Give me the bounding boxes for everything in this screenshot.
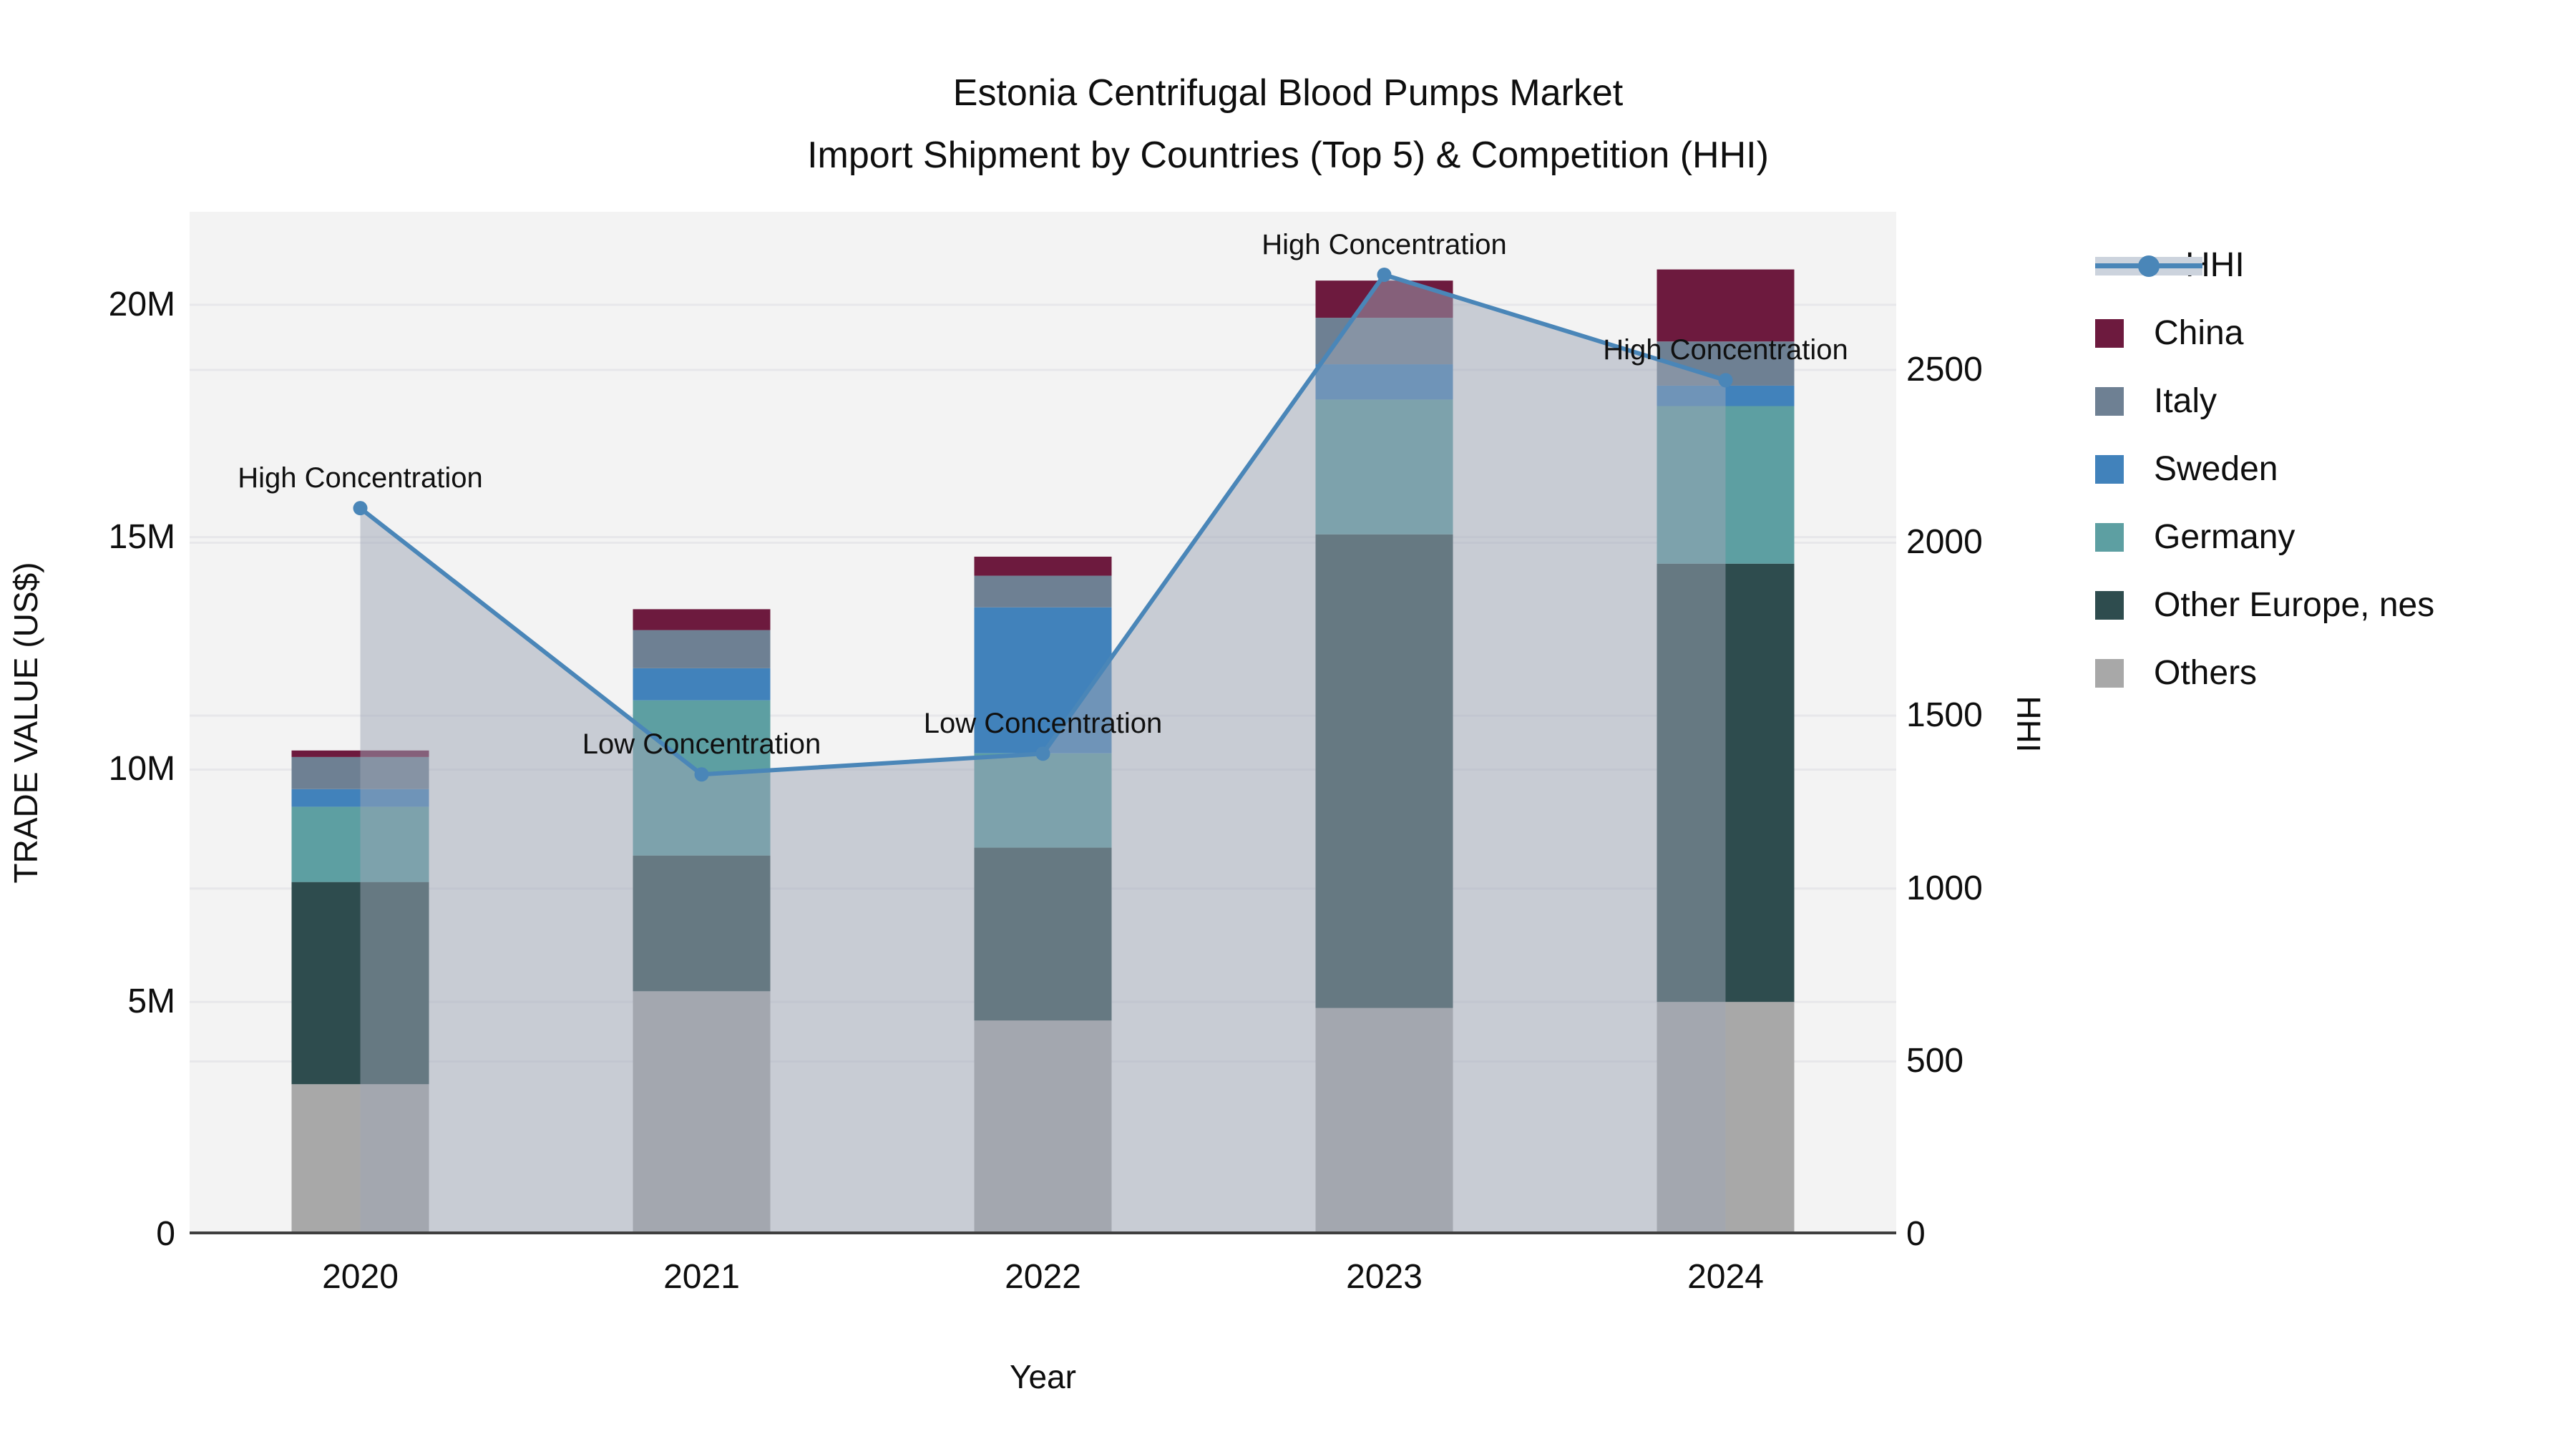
annotation-2021: Low Concentration — [582, 728, 821, 761]
y-right-tick-label: 0 — [1906, 1215, 1926, 1253]
bar-segment-sweden-2021[interactable] — [633, 668, 771, 701]
legend-item-other-europe-nes[interactable]: Other Europe, nes — [2095, 571, 2434, 639]
legend-item-sweden[interactable]: Sweden — [2095, 435, 2434, 503]
annotation-2023: High Concentration — [1262, 228, 1507, 260]
legend-item-italy[interactable]: Italy — [2095, 367, 2434, 435]
chart-title-line2: Import Shipment by Countries (Top 5) & C… — [807, 135, 1769, 176]
x-tick-label: 2020 — [322, 1258, 399, 1296]
y-left-tick-label: 20M — [108, 285, 175, 323]
chart-canvas — [190, 267, 1896, 1234]
legend: HHI China Italy Sweden Germany Other Europe, … — [2095, 231, 2434, 707]
legend-swatch-icon — [2095, 386, 2124, 416]
y-left-tick-label: 15M — [108, 517, 175, 556]
legend-label: Italy — [2154, 381, 2218, 420]
bar-segment-italy-2022[interactable] — [974, 575, 1112, 608]
legend-label: Sweden — [2154, 449, 2278, 488]
bar-segment-china-2024[interactable] — [1657, 269, 1795, 342]
chart-title-line1: Estonia Centrifugal Blood Pumps Market — [952, 72, 1624, 114]
legend-swatch-icon — [2095, 454, 2124, 484]
y-left-tick-label: 10M — [108, 750, 175, 789]
hhi-line-swatch-icon — [2095, 251, 2202, 280]
y-right-tick-label: 2000 — [1906, 523, 1983, 562]
legend-swatch-icon — [2095, 318, 2124, 348]
bar-segment-italy-2021[interactable] — [633, 630, 771, 668]
legend-swatch-icon — [2095, 658, 2124, 688]
hhi-marker-2023[interactable] — [1377, 267, 1392, 282]
annotation-2022: Low Concentration — [923, 708, 1163, 740]
y-right-tick-label: 1000 — [1906, 869, 1983, 907]
y-right-tick-label: 1500 — [1906, 696, 1983, 735]
legend-swatch-icon — [2095, 522, 2124, 552]
y-left-tick-label: 5M — [127, 982, 175, 1021]
y-right-tick-label: 500 — [1906, 1042, 1964, 1080]
bar-segment-china-2022[interactable] — [974, 556, 1112, 576]
legend-label: Other Europe, nes — [2154, 585, 2435, 624]
legend-label: China — [2154, 313, 2244, 352]
x-axis-title: Year — [1010, 1358, 1076, 1395]
x-tick-label: 2023 — [1346, 1258, 1423, 1296]
legend-item-hhi[interactable]: HHI — [2095, 231, 2434, 299]
x-tick-label: 2022 — [1005, 1258, 1081, 1296]
annotation-2024: High Concentration — [1603, 334, 1848, 366]
legend-item-china[interactable]: China — [2095, 299, 2434, 367]
legend-swatch-icon — [2095, 590, 2124, 620]
bar-segment-china-2021[interactable] — [633, 609, 771, 630]
hhi-marker-2020[interactable] — [353, 501, 368, 516]
legend-label: Others — [2154, 653, 2258, 692]
hhi-marker-2024[interactable] — [1718, 373, 1733, 388]
legend-item-germany[interactable]: Germany — [2095, 503, 2434, 571]
legend-item-others[interactable]: Others — [2095, 639, 2434, 707]
legend-label: Germany — [2154, 517, 2296, 556]
y-left-tick-label: 0 — [156, 1215, 175, 1253]
x-tick-label: 2024 — [1687, 1258, 1764, 1296]
hhi-marker-2021[interactable] — [694, 767, 709, 782]
hhi-marker-2022[interactable] — [1035, 746, 1050, 761]
annotation-2020: High Concentration — [238, 462, 483, 494]
x-tick-label: 2021 — [663, 1258, 740, 1296]
plot-area — [190, 212, 1896, 1234]
y-right-tick-label: 2500 — [1906, 350, 1983, 389]
